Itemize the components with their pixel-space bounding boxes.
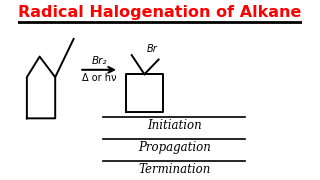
Text: Radical Halogenation of Alkane: Radical Halogenation of Alkane (18, 5, 302, 20)
Text: Br₂: Br₂ (91, 56, 107, 66)
Text: Br: Br (147, 44, 157, 54)
Text: Δ or hν: Δ or hν (82, 73, 116, 83)
Text: Initiation: Initiation (147, 119, 202, 132)
Text: Propagation: Propagation (138, 141, 211, 154)
Text: Termination: Termination (138, 163, 210, 176)
